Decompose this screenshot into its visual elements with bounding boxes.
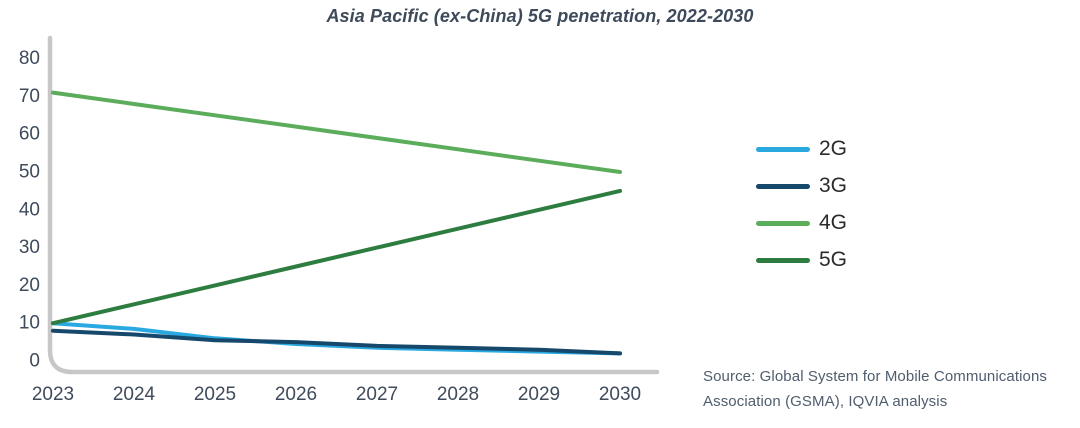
legend: 2G 3G 4G 5G	[756, 137, 847, 272]
y-axis-tick-label: 50	[19, 162, 40, 183]
series-line-3g	[51, 328, 622, 356]
legend-label-2g: 2G	[819, 137, 848, 160]
y-axis-tick-label: 80	[19, 48, 40, 69]
legend-line-4g	[756, 220, 810, 226]
legend-item-2g: 2G	[756, 137, 847, 161]
series-line-4g	[51, 90, 622, 174]
y-axis-tick-label: 20	[19, 275, 40, 296]
axis-frame	[47, 35, 660, 375]
legend-label-4g: 4G	[819, 211, 848, 234]
y-axis-tick-label: 60	[19, 124, 40, 145]
x-axis-tick-label: 2030	[599, 384, 641, 405]
y-axis-tick-label: 0	[29, 351, 40, 372]
legend-label-3g: 3G	[819, 174, 848, 197]
source-note-line-2: Association (GSMA), IQVIA analysis	[703, 393, 948, 410]
x-axis-tick-label: 2026	[275, 384, 317, 405]
legend-line-3g	[756, 183, 810, 189]
legend-label-5g: 5G	[819, 248, 848, 271]
series-line-5g	[51, 188, 622, 326]
legend-item-4g: 4G	[756, 211, 847, 235]
y-axis-tick-label: 10	[19, 313, 40, 334]
legend-item-5g: 5G	[756, 248, 847, 272]
legend-line-2g	[756, 146, 810, 152]
x-axis-tick-label: 2023	[32, 384, 74, 405]
x-axis-tick-label: 2027	[356, 384, 398, 405]
y-axis-tick-label: 40	[19, 199, 40, 220]
x-axis-tick-label: 2028	[437, 384, 479, 405]
y-axis-tick-label: 70	[19, 86, 40, 107]
source-note-line-1: Source: Global System for Mobile Communi…	[703, 368, 1048, 385]
legend-line-5g	[756, 257, 810, 263]
chart-title: Asia Pacific (ex-China) 5G penetration, …	[326, 6, 754, 26]
x-axis-tick-label: 2029	[518, 384, 560, 405]
source-note: Source: Global System for Mobile Communi…	[703, 364, 1047, 414]
x-axis-tick-label: 2024	[113, 384, 156, 405]
x-axis-tick-label: 2025	[194, 384, 236, 405]
y-axis-tick-label: 30	[19, 237, 40, 258]
legend-item-3g: 3G	[756, 174, 847, 198]
